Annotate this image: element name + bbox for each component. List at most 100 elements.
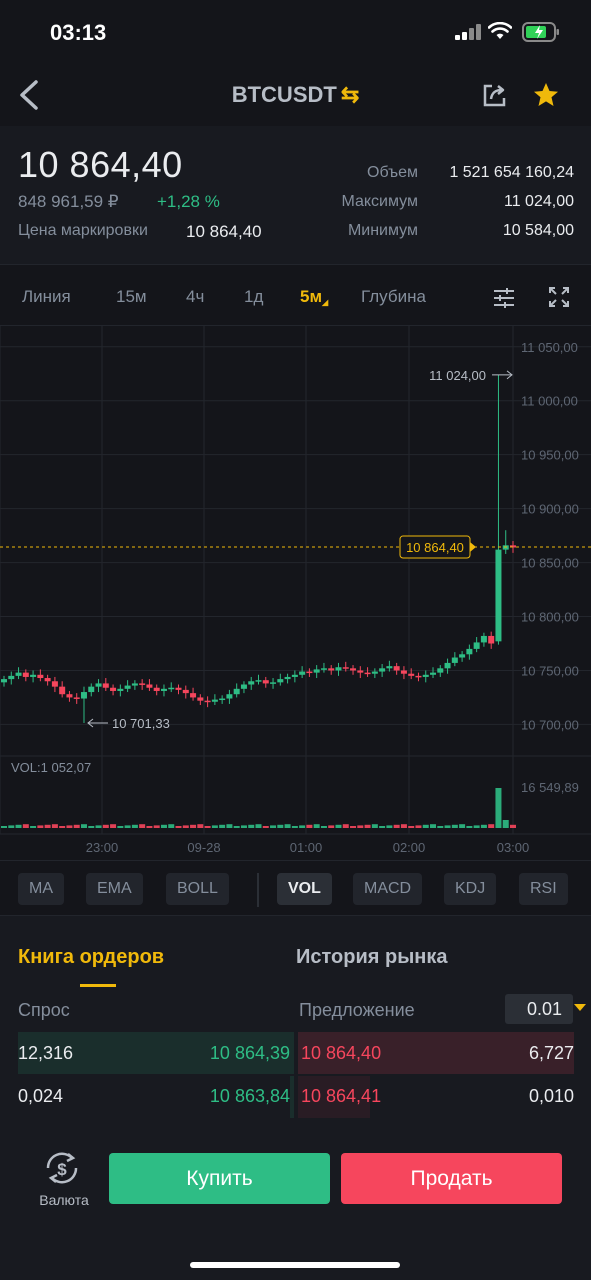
candle-body [335,667,342,671]
share-icon[interactable] [482,82,508,108]
interval-4h[interactable]: 4ч [186,287,205,306]
x-tick-label: 03:00 [497,840,530,855]
back-arrow-icon[interactable] [14,78,44,112]
candle-body [15,672,22,676]
volume-bar [226,824,233,828]
candle-body [44,678,51,682]
candle-body [219,698,226,701]
sell-button[interactable]: Продать [341,1153,562,1204]
candle-body [102,683,109,688]
indicator-macd[interactable]: MACD [353,873,423,905]
candle-body [240,684,247,689]
volume-bar [240,825,247,828]
interval-5m[interactable]: 5м◢ [300,287,328,307]
candle-body [88,686,95,693]
volume-bar [153,825,160,828]
active-tab-underline [80,984,116,987]
candle-body [415,675,422,678]
volume-bar [110,824,117,828]
y-tick-label: 10 750,00 [521,663,579,678]
buy-button[interactable]: Купить [109,1153,330,1204]
volume-bar [175,826,182,828]
volume-bar [335,824,342,828]
ask-qty: 6,727 [528,1043,574,1063]
fullscreen-icon[interactable] [549,287,569,307]
tab-order-book[interactable]: Книга ордеров [18,946,165,968]
x-tick-label: 09-28 [187,840,220,855]
y-tick-label: 10 850,00 [521,556,579,571]
volume-bar [30,826,37,828]
volume-label: VOL:1 052,07 [11,760,91,775]
indicator-boll[interactable]: BOLL [166,873,229,905]
volume-bar [342,824,349,828]
bid-price[interactable]: 10 863,84 [209,1086,290,1106]
volume-bar [248,824,255,828]
high-value: 11 024,00 [504,193,574,210]
volume-bar [379,826,386,828]
candle-body [320,668,327,670]
candle-body [30,674,37,677]
current-price-pointer-icon [470,542,476,553]
bid-depth-bar [18,1032,294,1074]
low-marker-arrow-icon [87,718,94,728]
volume-bar [357,825,364,828]
volume-bar [306,824,313,828]
volume-bar [80,824,87,828]
price-chart[interactable]: 11 050,00 11 000,00 10 950,00 10 900,00 10 8… [0,326,591,860]
ask-header: Предложение [299,1000,415,1020]
candle-body [168,687,175,690]
volume-bar [415,825,422,828]
volume-bar [44,824,51,828]
bid-depth-bar [290,1076,294,1118]
interval-15m[interactable]: 15м [116,287,147,306]
current-price-label: 10 864,40 [406,540,464,555]
candle-body [117,688,124,691]
volume-bar [422,824,429,828]
volume-bar [262,826,269,828]
step-dropdown-icon [574,1004,586,1011]
volume-bar [211,825,218,828]
volume-bar [408,826,415,828]
volume-bar [1,826,7,828]
candle-body [379,668,386,672]
indicator-ma[interactable]: MA [18,873,64,905]
ask-price[interactable]: 10 864,40 [301,1043,382,1063]
volume-bar [510,824,516,828]
symbol-title[interactable]: BTCUSDT ⇆ [0,82,591,108]
favorite-star-icon[interactable] [533,82,559,108]
indicator-kdj[interactable]: KDJ [444,873,497,905]
volume-bar [73,824,80,828]
candle-body [59,686,66,695]
volume-bar [430,824,437,828]
interval-line[interactable]: Линия [22,287,71,306]
interval-1d[interactable]: 1д [244,287,264,306]
svg-text:$: $ [57,1160,67,1179]
indicator-rsi[interactable]: RSI [519,873,568,905]
candle-body [131,683,138,686]
volume-bar [22,824,29,828]
candle-body [328,668,335,671]
volume-bar [131,824,138,828]
volume-bar [66,825,73,828]
status-time: 03:13 [50,20,107,45]
last-price: 10 864,40 [18,144,183,185]
indicator-ema[interactable]: EMA [86,873,143,905]
y-tick-label: 10 950,00 [521,448,579,463]
high-marker-arrow-icon [506,370,513,380]
price-step-select[interactable]: 0.01 [505,994,573,1024]
volume-bar [146,826,153,828]
tab-market-history[interactable]: История рынка [296,946,448,968]
chart-settings-icon[interactable] [493,287,515,309]
ask-price[interactable]: 10 864,41 [301,1086,382,1106]
indicator-vol[interactable]: VOL [277,873,332,905]
nav-bar: BTCUSDT ⇆ [0,64,591,126]
dropdown-triangle-icon: ◢ [322,298,329,307]
price-header: 10 864,40 848 961,59 ₽ +1,28 % Цена марк… [0,126,591,264]
volume-bar [168,824,175,828]
currency-convert-icon[interactable]: $ [38,1146,86,1190]
bid-price[interactable]: 10 864,39 [209,1043,290,1063]
mark-price-value: 10 864,40 [186,222,262,241]
volume-bar [233,826,240,828]
candle-body [110,687,117,691]
interval-depth[interactable]: Глубина [361,287,426,306]
